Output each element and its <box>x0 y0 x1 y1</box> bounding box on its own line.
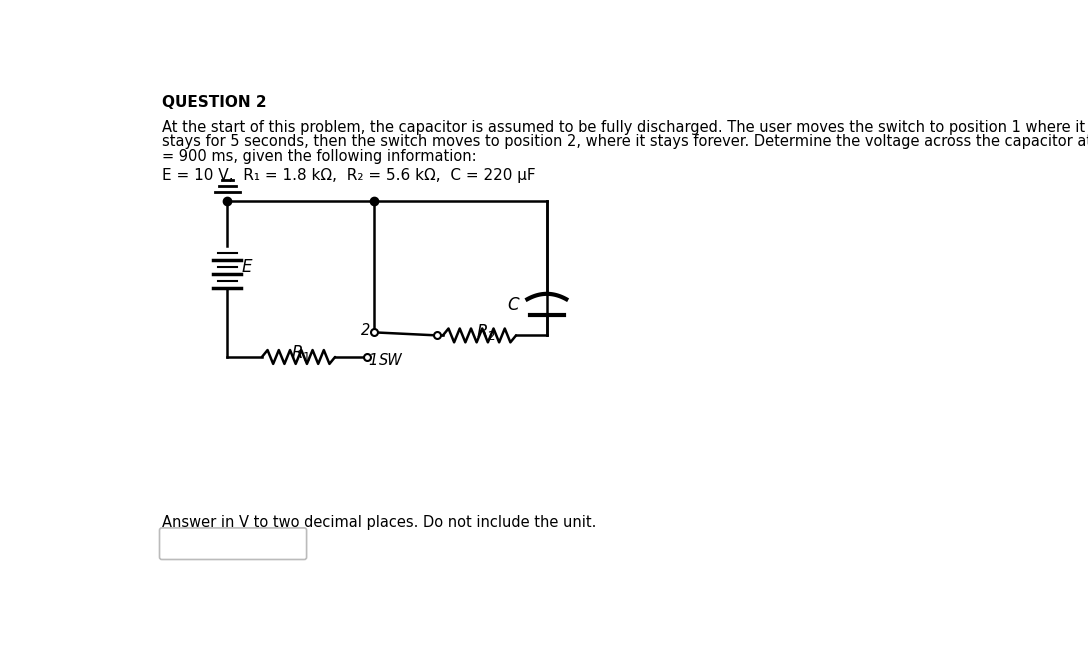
Text: E = 10 V,  R₁ = 1.8 kΩ,  R₂ = 5.6 kΩ,  C = 220 μF: E = 10 V, R₁ = 1.8 kΩ, R₂ = 5.6 kΩ, C = … <box>162 168 535 183</box>
Text: At the start of this problem, the capacitor is assumed to be fully discharged. T: At the start of this problem, the capaci… <box>162 120 1085 135</box>
Text: SW: SW <box>379 353 403 368</box>
Text: = 900 ms, given the following information:: = 900 ms, given the following informatio… <box>162 149 477 164</box>
Text: Answer in V to two decimal places. Do not include the unit.: Answer in V to two decimal places. Do no… <box>162 515 596 530</box>
Text: $R_1$: $R_1$ <box>290 343 311 363</box>
Text: QUESTION 2: QUESTION 2 <box>162 95 267 110</box>
Text: 2: 2 <box>361 323 371 338</box>
Text: 1: 1 <box>368 353 378 368</box>
Text: $E$: $E$ <box>242 258 254 276</box>
Text: $R_2$: $R_2$ <box>475 321 495 342</box>
Text: $C$: $C$ <box>507 295 521 314</box>
Text: stays for 5 seconds, then the switch moves to position 2, where it stays forever: stays for 5 seconds, then the switch mov… <box>162 134 1088 149</box>
FancyBboxPatch shape <box>160 528 307 559</box>
